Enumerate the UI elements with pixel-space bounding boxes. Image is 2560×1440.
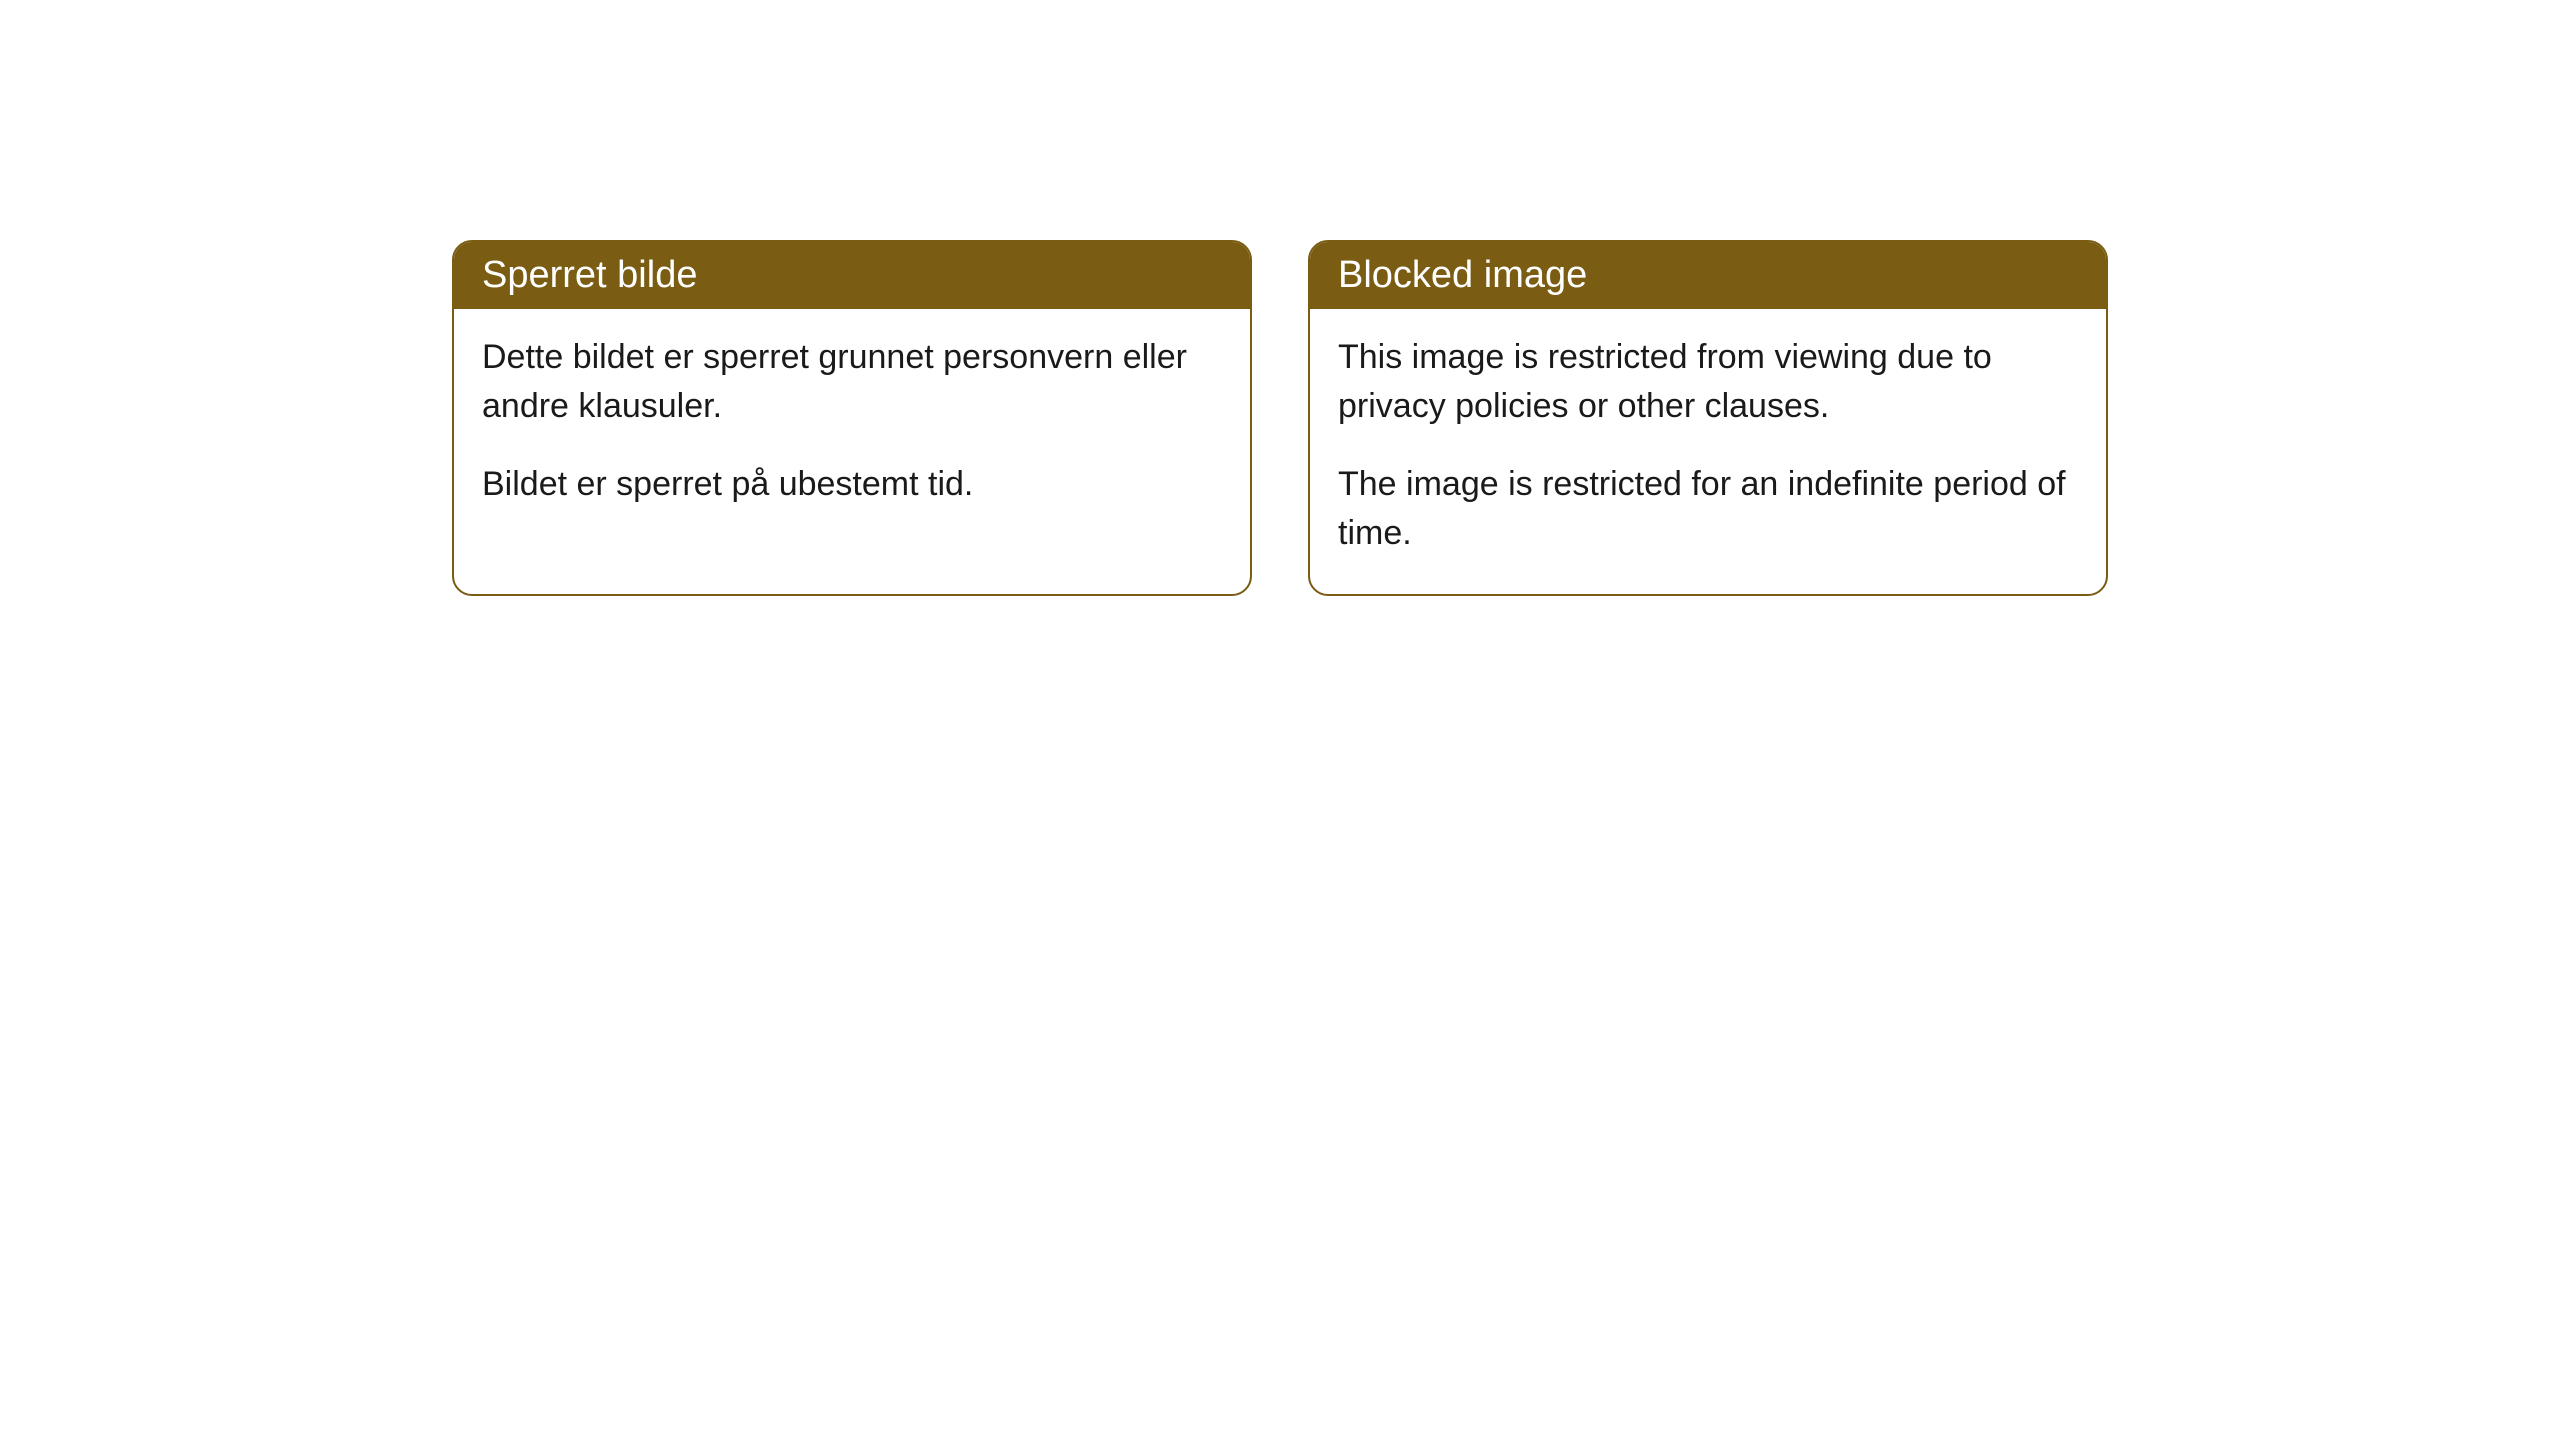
card-paragraph: Dette bildet er sperret grunnet personve… [482,333,1222,432]
card-title: Sperret bilde [482,254,697,296]
card-paragraph: Bildet er sperret på ubestemt tid. [482,460,1222,509]
card-header: Sperret bilde [454,242,1250,309]
card-paragraph: This image is restricted from viewing du… [1338,333,2078,432]
card-paragraph: The image is restricted for an indefinit… [1338,460,2078,559]
notice-card-english: Blocked image This image is restricted f… [1308,240,2108,596]
card-title: Blocked image [1338,254,1587,296]
notice-cards-container: Sperret bilde Dette bildet er sperret gr… [452,240,2560,596]
card-body: This image is restricted from viewing du… [1310,309,2106,594]
card-body: Dette bildet er sperret grunnet personve… [454,309,1250,545]
card-header: Blocked image [1310,242,2106,309]
notice-card-norwegian: Sperret bilde Dette bildet er sperret gr… [452,240,1252,596]
